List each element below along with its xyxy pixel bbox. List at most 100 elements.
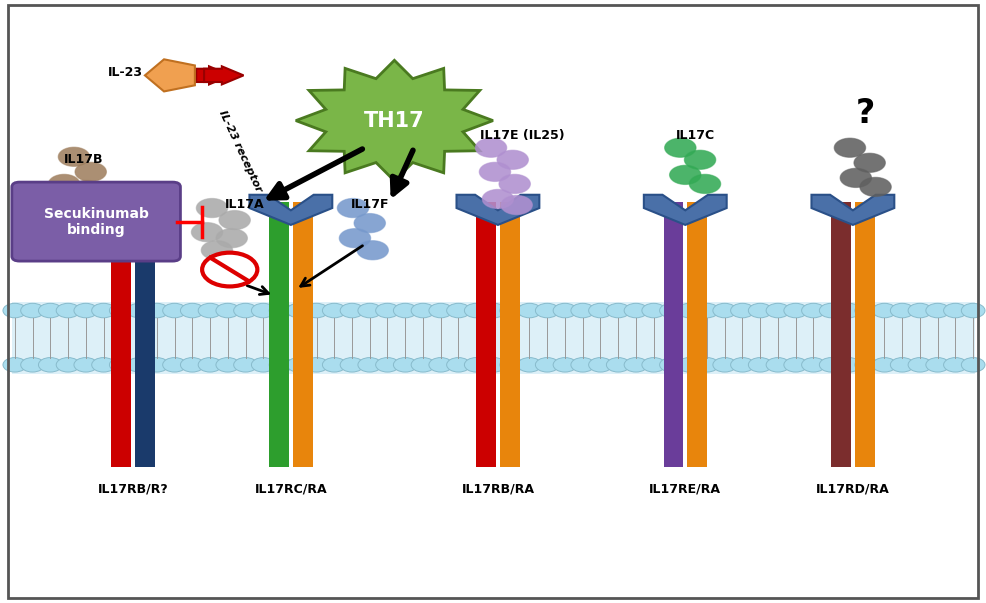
- Circle shape: [38, 303, 62, 318]
- Circle shape: [464, 303, 488, 318]
- Circle shape: [784, 303, 808, 318]
- Circle shape: [429, 358, 453, 372]
- Circle shape: [109, 303, 133, 318]
- Circle shape: [216, 229, 247, 248]
- Circle shape: [339, 229, 371, 248]
- Circle shape: [198, 358, 222, 372]
- Circle shape: [180, 358, 204, 372]
- Circle shape: [358, 303, 382, 318]
- Circle shape: [660, 303, 683, 318]
- Text: IL17C: IL17C: [675, 128, 715, 142]
- Circle shape: [695, 358, 719, 372]
- Polygon shape: [811, 195, 894, 225]
- Circle shape: [234, 358, 257, 372]
- FancyArrow shape: [204, 66, 244, 84]
- Circle shape: [855, 358, 879, 372]
- Circle shape: [500, 303, 524, 318]
- Circle shape: [606, 303, 630, 318]
- Circle shape: [748, 303, 772, 318]
- Circle shape: [429, 303, 453, 318]
- Circle shape: [376, 358, 399, 372]
- Circle shape: [784, 358, 808, 372]
- Circle shape: [482, 189, 514, 209]
- Circle shape: [695, 303, 719, 318]
- Circle shape: [589, 358, 612, 372]
- Circle shape: [961, 303, 985, 318]
- Circle shape: [766, 358, 790, 372]
- Circle shape: [497, 150, 528, 169]
- Circle shape: [354, 213, 386, 233]
- Circle shape: [58, 147, 90, 166]
- Circle shape: [677, 358, 701, 372]
- Circle shape: [447, 303, 470, 318]
- Bar: [135, 202, 155, 467]
- Circle shape: [202, 253, 257, 286]
- Circle shape: [3, 303, 27, 318]
- Circle shape: [287, 303, 311, 318]
- Text: IL17RD/RA: IL17RD/RA: [816, 482, 889, 496]
- Circle shape: [834, 138, 866, 157]
- Circle shape: [535, 358, 559, 372]
- Polygon shape: [457, 195, 539, 225]
- Circle shape: [518, 358, 541, 372]
- Circle shape: [606, 358, 630, 372]
- Circle shape: [482, 358, 506, 372]
- Circle shape: [890, 358, 914, 372]
- Circle shape: [180, 303, 204, 318]
- Bar: [293, 202, 313, 467]
- Circle shape: [571, 303, 595, 318]
- Circle shape: [216, 303, 240, 318]
- Circle shape: [665, 138, 696, 157]
- Circle shape: [944, 358, 967, 372]
- Text: IL-23: IL-23: [107, 66, 143, 79]
- Polygon shape: [145, 59, 195, 92]
- Circle shape: [731, 303, 754, 318]
- Circle shape: [518, 303, 541, 318]
- Circle shape: [677, 303, 701, 318]
- Circle shape: [145, 358, 169, 372]
- Circle shape: [163, 358, 186, 372]
- FancyBboxPatch shape: [12, 182, 180, 261]
- Circle shape: [660, 358, 683, 372]
- Circle shape: [689, 174, 721, 194]
- Circle shape: [713, 303, 737, 318]
- Circle shape: [501, 195, 532, 215]
- Circle shape: [837, 358, 861, 372]
- Circle shape: [145, 303, 169, 318]
- Circle shape: [196, 198, 228, 218]
- Circle shape: [411, 358, 435, 372]
- Circle shape: [890, 303, 914, 318]
- Circle shape: [837, 303, 861, 318]
- Circle shape: [3, 358, 27, 372]
- Circle shape: [447, 358, 470, 372]
- Circle shape: [535, 303, 559, 318]
- Text: IL17RE/RA: IL17RE/RA: [649, 482, 722, 496]
- Circle shape: [287, 358, 311, 372]
- Text: IL17RB/R?: IL17RB/R?: [98, 482, 169, 496]
- Circle shape: [873, 303, 896, 318]
- Circle shape: [21, 358, 44, 372]
- Circle shape: [684, 150, 716, 169]
- Circle shape: [482, 303, 506, 318]
- Circle shape: [854, 153, 885, 172]
- Circle shape: [74, 303, 98, 318]
- Circle shape: [56, 303, 80, 318]
- Circle shape: [475, 138, 507, 157]
- Circle shape: [908, 303, 932, 318]
- Circle shape: [873, 358, 896, 372]
- Text: IL17RC/RA: IL17RC/RA: [254, 482, 327, 496]
- Bar: [687, 202, 707, 467]
- Text: IL17RB/RA: IL17RB/RA: [461, 482, 534, 496]
- Circle shape: [642, 358, 666, 372]
- Circle shape: [840, 168, 872, 188]
- Circle shape: [855, 303, 879, 318]
- Text: IL-23 receptor: IL-23 receptor: [217, 109, 263, 194]
- Circle shape: [305, 358, 328, 372]
- Circle shape: [766, 303, 790, 318]
- Circle shape: [860, 177, 891, 197]
- Circle shape: [322, 358, 346, 372]
- Text: TH17: TH17: [364, 110, 425, 131]
- Circle shape: [38, 358, 62, 372]
- Circle shape: [322, 303, 346, 318]
- Circle shape: [305, 303, 328, 318]
